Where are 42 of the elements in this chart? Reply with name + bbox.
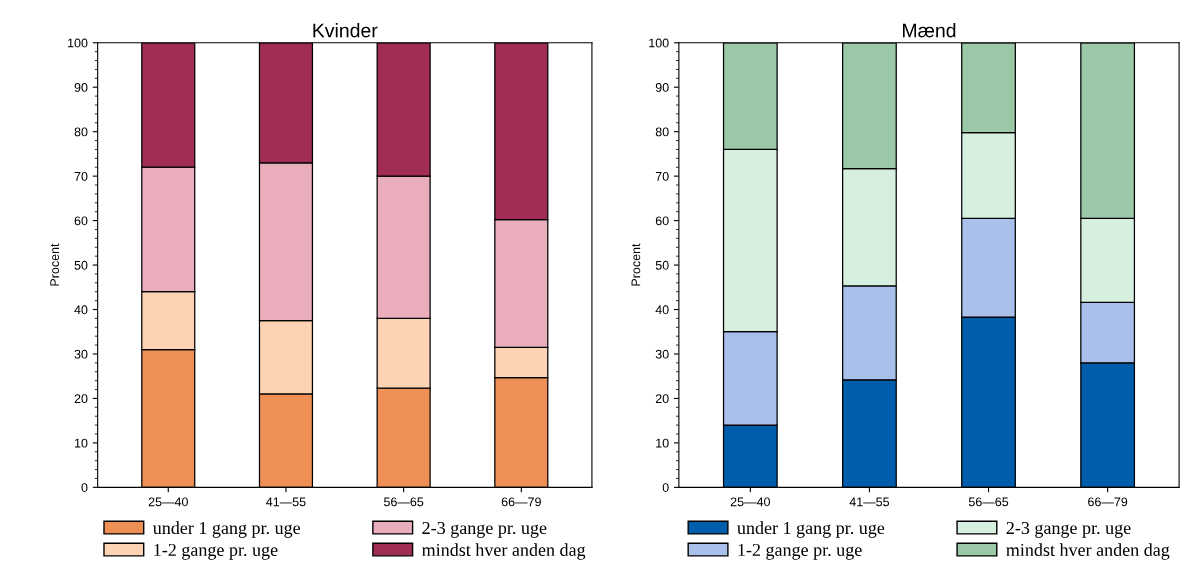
y-tick-label: 40 bbox=[655, 305, 669, 315]
x-tick-label: 25—40 bbox=[730, 497, 770, 507]
x-tick-label: 25—40 bbox=[148, 497, 188, 507]
x-tick-label: 56—65 bbox=[383, 497, 424, 507]
chart-title: Kvinder bbox=[313, 23, 378, 38]
legend-label: under 1 gang pr. uge bbox=[152, 521, 301, 538]
y-tick-label: 50 bbox=[74, 260, 88, 270]
y-axis-title: Procent bbox=[631, 243, 641, 286]
legend-label: mindst hver anden dag bbox=[422, 543, 586, 560]
y-tick-label: 40 bbox=[74, 305, 88, 315]
y-tick-label: 0 bbox=[662, 483, 669, 492]
y-tick-label: 80 bbox=[655, 127, 669, 137]
y-tick-label: 20 bbox=[655, 394, 669, 404]
y-tick-label: 90 bbox=[74, 83, 88, 92]
y-tick-label: 80 bbox=[74, 127, 88, 137]
x-tick-label: 66—79 bbox=[501, 497, 541, 507]
legend-label: mindst hver anden dag bbox=[1006, 543, 1170, 560]
y-tick-label: 30 bbox=[655, 349, 669, 359]
legend-label: 1-2 gange pr. uge bbox=[154, 543, 278, 560]
legend-label: 2-3 gange pr. uge bbox=[422, 521, 547, 538]
y-tick-label: 70 bbox=[74, 171, 88, 181]
y-tick-label: 100 bbox=[68, 38, 88, 48]
y-tick-label: 90 bbox=[655, 83, 669, 92]
y-tick-label: 10 bbox=[74, 438, 88, 448]
x-tick-label: 66—79 bbox=[1088, 497, 1128, 507]
y-tick-label: 60 bbox=[655, 216, 669, 226]
legend-label: 2-3 gange pr. uge bbox=[1006, 521, 1131, 538]
y-tick-label: 10 bbox=[656, 438, 669, 448]
y-tick-label: 60 bbox=[74, 216, 88, 226]
x-tick-label: 41—55 bbox=[849, 497, 890, 507]
y-tick-label: 20 bbox=[74, 394, 88, 404]
y-tick-label: 0 bbox=[81, 483, 88, 492]
legend-label: under 1 gang pr. uge bbox=[737, 521, 885, 538]
y-tick-label: 100 bbox=[649, 38, 669, 48]
y-tick-label: 50 bbox=[655, 260, 669, 270]
x-tick-label: 56—65 bbox=[968, 497, 1009, 507]
chart-title: Mænd bbox=[903, 23, 956, 38]
legend-label: 1-2 gange pr. uge bbox=[738, 543, 862, 560]
y-tick-label: 70 bbox=[655, 171, 669, 181]
x-tick-label: 41—55 bbox=[266, 497, 306, 507]
y-tick-label: 30 bbox=[74, 349, 88, 359]
y-axis-title: Procent bbox=[50, 243, 60, 286]
